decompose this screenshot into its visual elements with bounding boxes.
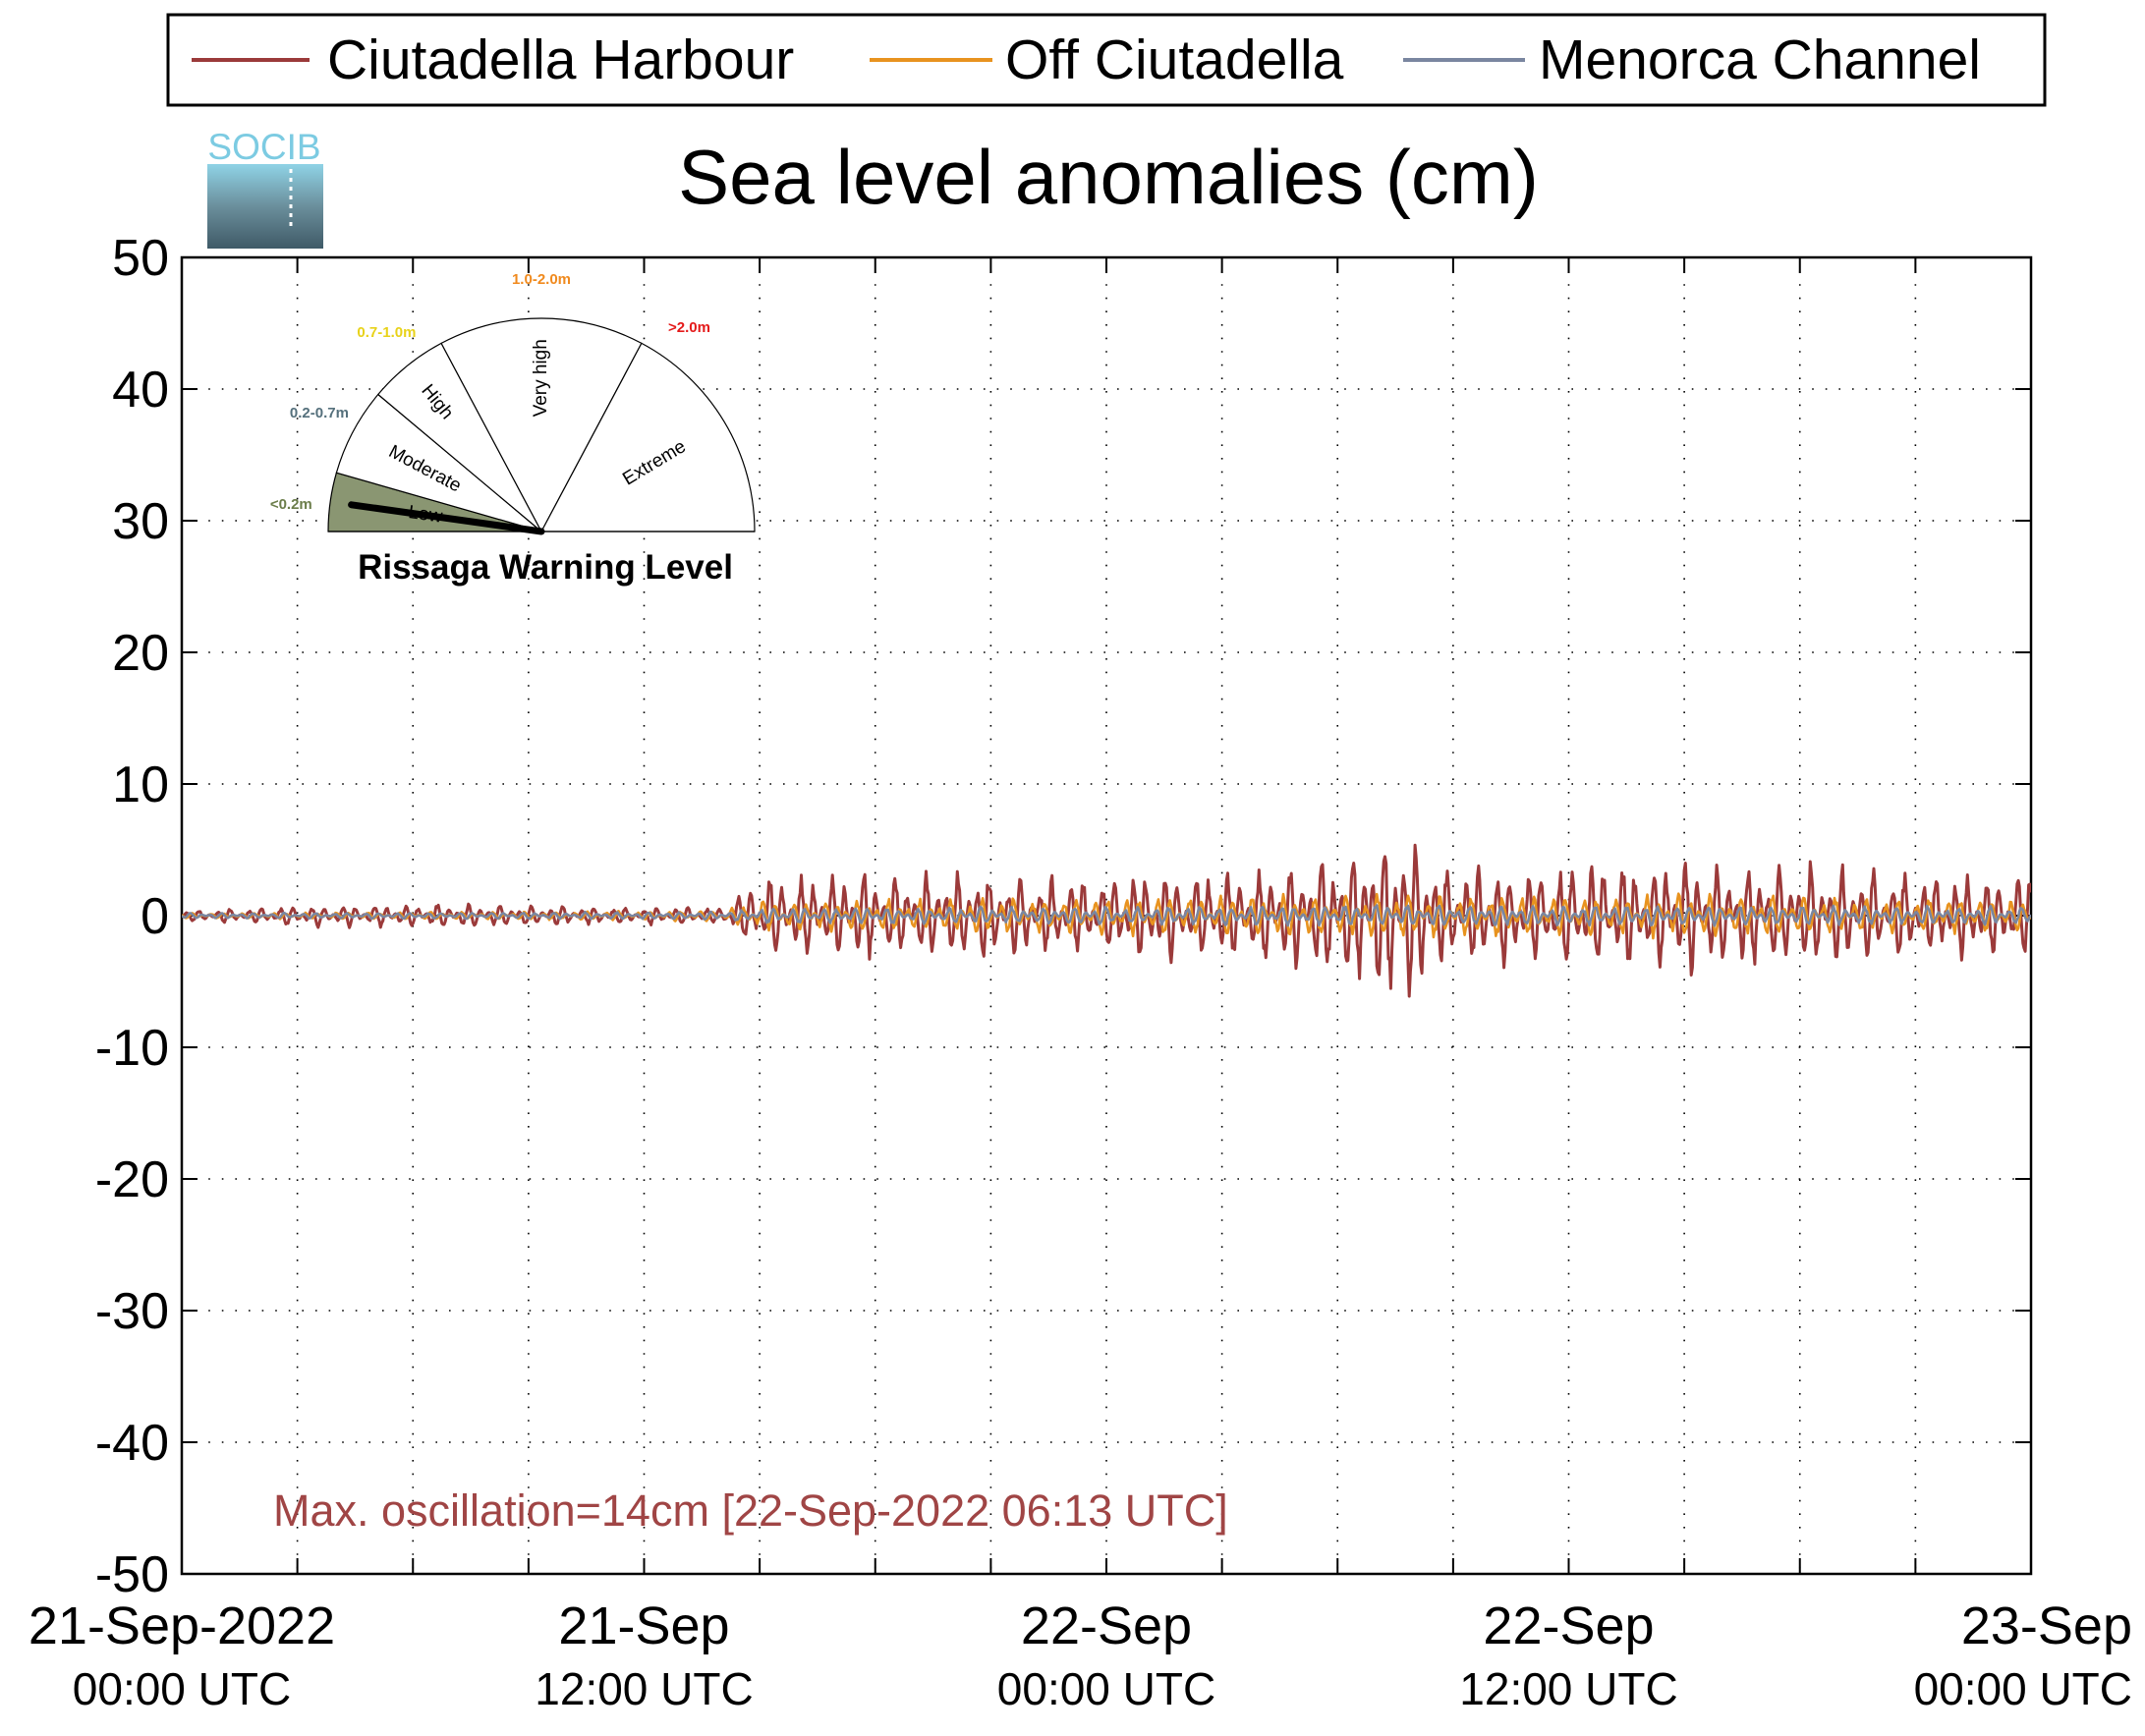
socib-logo-block [207, 164, 323, 249]
gauge-title: Rissaga Warning Level [358, 548, 733, 587]
legend-entry-menorca-channel: Menorca Channel [1403, 28, 1981, 91]
gauge-range-label: 0.2-0.7m [290, 405, 349, 421]
x-tick-label-time: 00:00 UTC [997, 1663, 1215, 1714]
y-tick-label: -10 [95, 1020, 169, 1077]
x-tick-label-date: 23-Sep [1961, 1596, 2132, 1655]
series-lines [182, 843, 2031, 998]
y-tick-labels: 50 40 30 20 10 0 -10 -20 -30 -40 -50 [95, 230, 169, 1603]
chart-title: Sea level anomalies (cm) [678, 134, 1539, 220]
y-tick-label: -50 [95, 1546, 169, 1603]
gauge-sector-extreme [540, 342, 756, 532]
series-line-off-ciutadella [182, 892, 2031, 940]
x-tick-label-date: 21-Sep [558, 1596, 729, 1655]
max-oscillation-annotation: Max. oscillation=14cm [22-Sep-2022 06:13… [273, 1485, 1228, 1536]
y-tick-label: 10 [112, 756, 169, 813]
series-line-menorca-channel [182, 904, 2031, 927]
gauge-range-label: >2.0m [668, 319, 710, 336]
y-tick-label: 0 [141, 888, 169, 945]
legend: Ciutadella Harbour Off Ciutadella Menorc… [166, 13, 2047, 107]
x-tick-label-time: 00:00 UTC [73, 1663, 291, 1714]
gauge-range-label: 0.7-1.0m [357, 324, 416, 341]
legend-label-ciutadella-harbour: Ciutadella Harbour [327, 28, 794, 91]
y-tick-label: 20 [112, 625, 169, 682]
x-tick-label-date: 22-Sep [1021, 1596, 1192, 1655]
legend-label-off-ciutadella: Off Ciutadella [1005, 28, 1344, 91]
y-tick-label: 40 [112, 362, 169, 419]
y-tick-label: 50 [112, 230, 169, 287]
y-tick-label: -40 [95, 1415, 169, 1472]
y-tick-label: -30 [95, 1283, 169, 1340]
socib-logo: SOCIB [207, 127, 323, 249]
gauge-range-label: 1.0-2.0m [512, 271, 571, 288]
gauge-needle [348, 501, 545, 535]
x-tick-label-time: 00:00 UTC [1914, 1663, 2132, 1714]
legend-label-menorca-channel: Menorca Channel [1539, 28, 1981, 91]
rissaga-warning-gauge: Low<0.2mModerate0.2-0.7mHigh0.7-1.0mVery… [270, 271, 756, 535]
legend-entry-off-ciutadella: Off Ciutadella [870, 28, 1344, 91]
x-tick-label-time: 12:00 UTC [535, 1663, 753, 1714]
gauge-sector-label: Very high [531, 339, 551, 417]
x-tick-label-date: 22-Sep [1483, 1596, 1654, 1655]
x-tick-label-time: 12:00 UTC [1459, 1663, 1677, 1714]
legend-entry-ciutadella-harbour: Ciutadella Harbour [192, 28, 794, 91]
y-tick-label: 30 [112, 493, 169, 550]
socib-logo-text: SOCIB [207, 127, 320, 167]
x-tick-label-date: 21-Sep-2022 [28, 1596, 335, 1655]
gauge-range-label: <0.2m [270, 496, 312, 513]
gauge-sector-very-high [440, 317, 643, 533]
y-tick-label: -20 [95, 1151, 169, 1208]
x-tick-labels: 21-Sep-2022 00:00 UTC 21-Sep 12:00 UTC 22-Se… [28, 1596, 2132, 1714]
